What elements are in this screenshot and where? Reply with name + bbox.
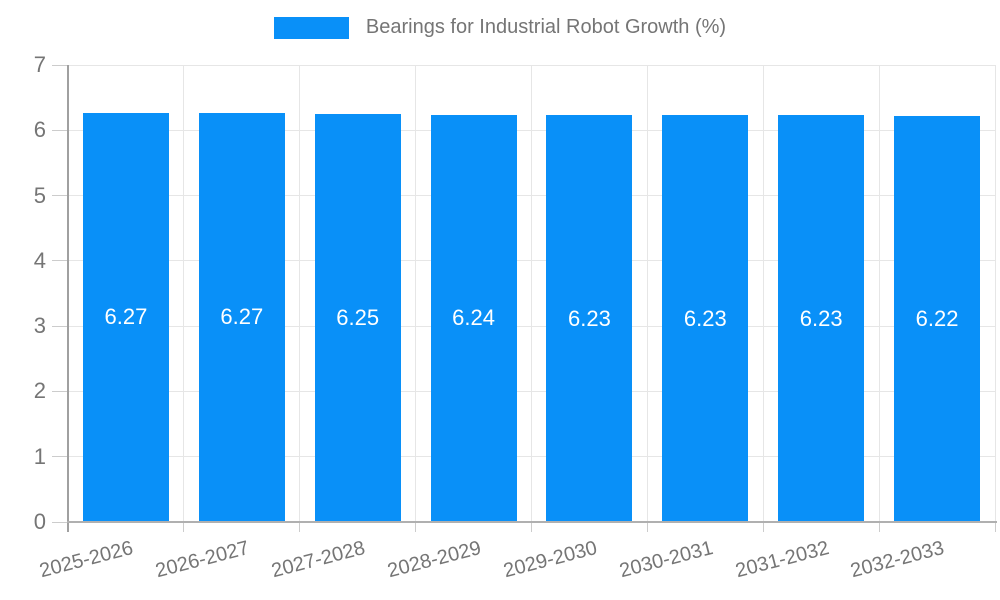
- bar-value-label: 6.23: [568, 305, 611, 331]
- bar-value-label: 6.23: [799, 305, 843, 331]
- y-tick-label: 4: [33, 247, 46, 273]
- y-tick-label: 2: [33, 378, 46, 404]
- bar[interactable]: [778, 115, 865, 522]
- bar-value-label: 6.27: [220, 304, 264, 330]
- bar-value-label: 6.25: [336, 304, 380, 330]
- x-tick-label: 2025-2026: [37, 536, 136, 583]
- y-axis-tick: [52, 195, 68, 197]
- gridline-vertical: [183, 65, 185, 522]
- bar[interactable]: [314, 113, 401, 522]
- y-tick-label: 0: [33, 509, 46, 534]
- gridline-vertical: [762, 65, 764, 522]
- x-axis-tick: [415, 522, 417, 532]
- y-axis-tick: [52, 260, 68, 262]
- x-baseline: [67, 521, 997, 523]
- bar[interactable]: [894, 115, 981, 522]
- gridline-vertical: [299, 65, 301, 522]
- y-tick-label: 3: [33, 313, 46, 339]
- x-axis-tick: [994, 522, 996, 532]
- legend-swatch-icon: [273, 16, 349, 39]
- x-tick-label: 2026-2027: [153, 536, 252, 583]
- x-tick-label: 2028-2029: [385, 536, 484, 583]
- x-axis-tick: [878, 522, 880, 532]
- gridline-vertical: [646, 65, 648, 522]
- y-axis-tick: [52, 456, 68, 458]
- gridline-vertical: [415, 65, 417, 522]
- bar[interactable]: [546, 115, 633, 522]
- bar[interactable]: [82, 112, 169, 522]
- y-axis-tick: [52, 325, 68, 327]
- bar-value-label: 6.27: [104, 304, 148, 330]
- y-axis-tick: [52, 521, 68, 523]
- x-axis-tick: [531, 522, 532, 532]
- bar-value-label: 6.24: [452, 305, 495, 331]
- y-axis-tick: [52, 64, 68, 66]
- gridline-vertical: [531, 65, 532, 522]
- y-tick-label: 1: [33, 443, 46, 469]
- x-axis-tick: [299, 522, 301, 532]
- y-axis-line: [67, 65, 69, 532]
- y-axis-tick: [52, 390, 68, 392]
- x-tick-label: 2027-2028: [269, 536, 368, 583]
- bar-value-label: 6.23: [683, 305, 727, 331]
- x-tick-label: 2032-2033: [848, 536, 947, 583]
- y-tick-label: 5: [33, 182, 46, 208]
- y-axis-tick: [52, 129, 68, 131]
- plot-area: 0 1 2 3 4 5 6 7 6.27 2025-2026 6.27 2026-2027 6.25 20…: [34, 52, 997, 582]
- bar-value-label: 6.22: [915, 305, 959, 331]
- bar[interactable]: [662, 115, 749, 522]
- gridline-vertical: [994, 65, 996, 522]
- bar[interactable]: [430, 114, 517, 522]
- y-tick-label: 7: [33, 52, 46, 77]
- x-tick-label: 2030-2031: [616, 536, 716, 583]
- legend[interactable]: Bearings for Industrial Robot Growth (%): [0, 16, 1000, 39]
- y-tick-label: 6: [33, 117, 46, 143]
- x-axis-tick: [762, 522, 764, 532]
- gridline-vertical: [878, 65, 880, 522]
- bar[interactable]: [198, 112, 285, 522]
- legend-label: Bearings for Industrial Robot Growth (%): [365, 16, 727, 38]
- x-axis-tick: [183, 522, 185, 532]
- x-tick-label: 2029-2030: [501, 536, 600, 583]
- x-tick-label: 2031-2032: [732, 536, 831, 583]
- x-axis-tick: [646, 522, 648, 532]
